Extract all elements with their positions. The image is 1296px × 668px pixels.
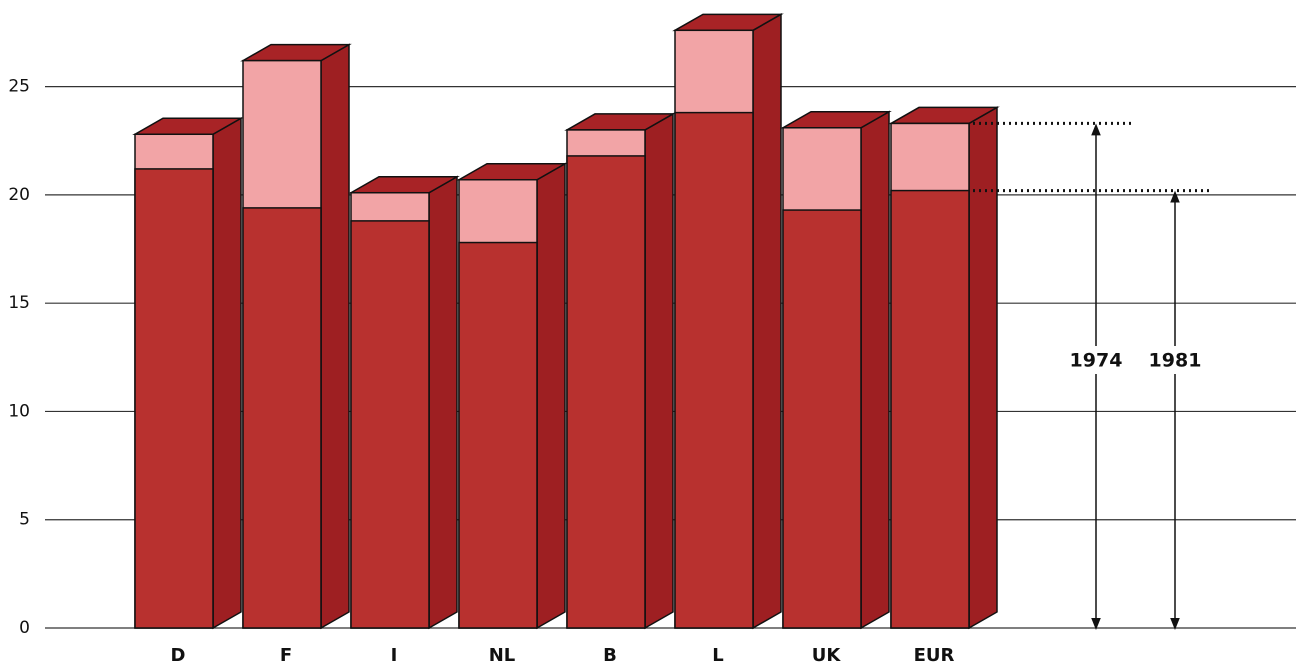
x-tick-label: NL [489, 645, 516, 666]
bar [458, 241, 538, 629]
y-tick-label: 0 [19, 618, 30, 638]
x-tick-label: B [603, 645, 617, 666]
series-label: 1974 [1070, 350, 1123, 372]
y-tick-label: 15 [8, 293, 30, 313]
label-bg [1064, 346, 1128, 374]
x-tick-label: UK [812, 645, 842, 666]
x-tick-label: I [391, 645, 398, 666]
bar-side [752, 13, 782, 630]
bar [350, 220, 430, 629]
x-tick-label: F [280, 645, 292, 666]
bar-side [968, 106, 998, 630]
label-bg [1143, 346, 1207, 374]
y-tick-label: 20 [8, 185, 30, 205]
bar [566, 155, 646, 629]
x-tick-label: D [171, 645, 186, 666]
x-tick-label: L [712, 645, 723, 666]
bar [890, 189, 970, 629]
bar-side [428, 175, 458, 630]
y-tick-label: 5 [19, 510, 30, 530]
annotations: 1974 1981 [973, 121, 1210, 630]
y-tick-label: 10 [8, 401, 30, 421]
bar-side [644, 112, 674, 630]
bar [674, 111, 754, 629]
y-tick-label: 25 [8, 77, 30, 97]
bar [134, 168, 214, 629]
x-tick-label: EUR [914, 645, 955, 666]
bar-side [860, 110, 890, 630]
bar-side [320, 43, 350, 630]
bar-side [536, 162, 566, 630]
series-label: 1981 [1149, 350, 1202, 372]
bar-side [212, 116, 242, 630]
bars: D F I NL B L UK EUR [132, 13, 1000, 666]
bar [242, 207, 322, 629]
bar [782, 209, 862, 629]
